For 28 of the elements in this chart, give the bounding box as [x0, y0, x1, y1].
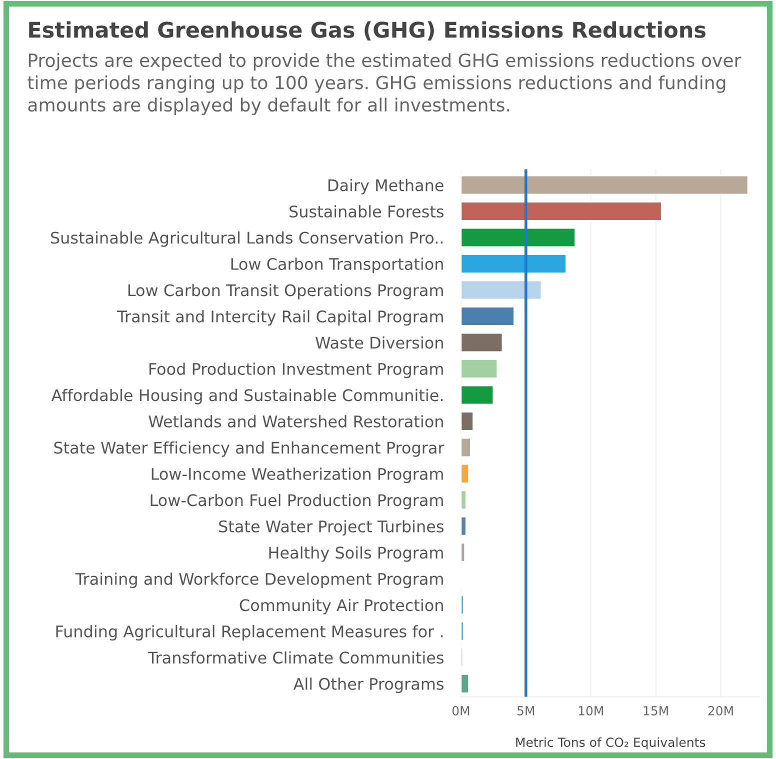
y-tick-label: Dairy Methane: [328, 178, 444, 194]
x-tick-label: 0M: [452, 706, 470, 716]
chart-subtitle: Projects are expected to provide the estimated GHG emissions reductions over time periods ranging up to 100 years. GHG emissions reductions and funding amounts are displayed by default for all investments.: [28, 53, 742, 116]
chart-title: Estimated Greenhouse Gas (GHG) Emissions Reductions: [29, 21, 706, 40]
y-tick-label: Low Carbon Transportation: [231, 258, 443, 274]
y-tick-label: Food Production Investment Program: [150, 362, 443, 378]
y-tick-label: Wetlands and Watershed Restoration: [148, 415, 443, 428]
x-tick-label: 20M: [708, 706, 733, 716]
y-tick-label: Transformative Climate Communities: [148, 651, 444, 664]
y-tick-label: Sustainable Forests: [290, 205, 444, 218]
y-tick-label: Affordable Housing and Sustainable Communitie.: [51, 388, 443, 404]
y-tick-label: State Water Project Turbines: [219, 520, 444, 536]
y-tick-label: Waste Diversion: [316, 336, 443, 349]
y-tick-label: State Water Efficiency and Enhancement Prograr: [54, 441, 444, 457]
y-tick-label: Transit and Intercity Rail Capital Program: [117, 310, 443, 326]
y-tick-label: Community Air Protection: [240, 598, 443, 614]
y-tick-label: All Other Programs: [293, 678, 444, 694]
y-tick-label: Funding Agricultural Replacement Measures for .: [56, 625, 443, 641]
y-tick-label: Low-Carbon Fuel Production Program: [150, 494, 443, 510]
y-tick-label: Low Carbon Transit Operations Program: [128, 284, 443, 300]
y-tick-label: Training and Workforce Development Program: [75, 572, 443, 588]
x-tick-label: 10M: [578, 706, 603, 716]
x-tick-label: 15M: [644, 706, 668, 716]
x-axis-title: Metric Tons of CO₂ Equivalents: [516, 737, 706, 750]
y-tick-label: Sustainable Agricultural Lands Conservation Pro..: [50, 231, 443, 247]
y-tick-label: Low-Income Weatherization Program: [152, 468, 443, 484]
y-tick-label: Healthy Soils Program: [269, 546, 443, 562]
x-tick-label: 5M: [517, 706, 534, 716]
